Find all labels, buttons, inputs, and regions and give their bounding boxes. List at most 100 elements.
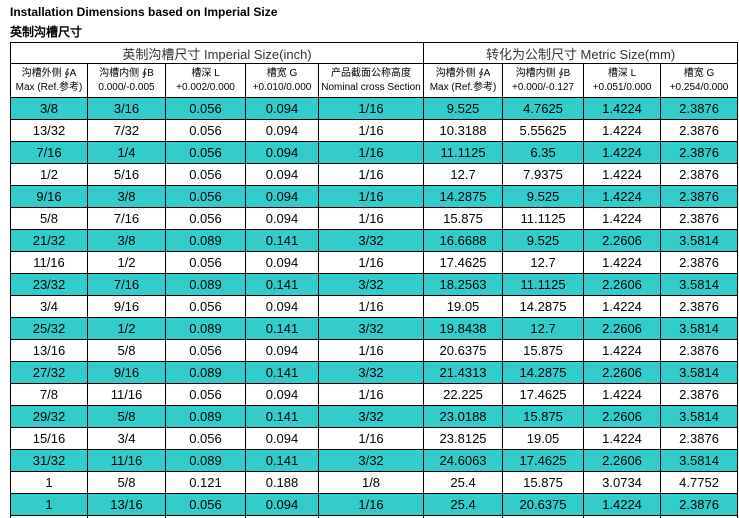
column-header-line: 槽深 L xyxy=(607,67,637,79)
table-cell: 1/16 xyxy=(317,383,425,406)
table-cell: 0.094 xyxy=(245,163,319,186)
table-cell: 15.875 xyxy=(502,339,585,362)
table-cell: 3.5814 xyxy=(660,273,739,296)
table-cell: 3/32 xyxy=(317,361,425,384)
table-cell: 19.8438 xyxy=(423,317,504,340)
table-row: 23/32 7/16 0.089 0.141 3/32 18.2563 11.1125 2.2… xyxy=(10,273,739,296)
table-cell: 22.225 xyxy=(423,383,504,406)
table-cell: 1/16 xyxy=(317,493,425,516)
column-header-line: Nominal cross Section xyxy=(321,81,421,93)
table-cell: 0.089 xyxy=(165,449,246,472)
table-cell: 5.55625 xyxy=(502,119,585,142)
table-cell: 11/16 xyxy=(10,251,88,274)
column-header-line: +0.002/0.000 xyxy=(176,81,235,93)
table-cell: 0.094 xyxy=(245,185,319,208)
table-cell: 17.4625 xyxy=(502,449,585,472)
table-cell: 5/8 xyxy=(10,207,88,230)
table-cell: 17.4625 xyxy=(502,383,585,406)
table-cell: 0.056 xyxy=(165,493,246,516)
table-cell: 1/16 xyxy=(317,295,425,318)
column-header-line: 槽宽 G xyxy=(683,67,715,79)
table-cell: 15.875 xyxy=(502,405,585,428)
table-cell: 0.094 xyxy=(245,295,319,318)
table-cell: 11.1125 xyxy=(502,207,585,230)
table-cell: 0.141 xyxy=(245,229,319,252)
table-row: 9/16 3/8 0.056 0.094 1/16 14.2875 9.525 1.4224 2… xyxy=(10,185,739,208)
table-cell: 11.1125 xyxy=(502,273,585,296)
table-cell: 2.2606 xyxy=(583,317,662,340)
table-cell: 23/32 xyxy=(10,273,88,296)
title: Installation Dimensions based on Imperia… xyxy=(10,5,278,19)
table-row: 13/16 5/8 0.056 0.094 1/16 20.6375 15.875 1.422… xyxy=(10,339,739,362)
table-cell: 3.5814 xyxy=(660,229,739,252)
table-cell: 12.7 xyxy=(502,251,585,274)
table-cell: 0.056 xyxy=(165,141,246,164)
table-cell: 0.056 xyxy=(165,427,246,450)
table-cell: 0.056 xyxy=(165,97,246,120)
table-row: 1 5/8 0.121 0.188 1/8 25.4 15.875 3.0734 4.7752 xyxy=(10,471,739,494)
table-cell: 1/2 xyxy=(10,163,88,186)
table-cell: 2.3876 xyxy=(660,163,739,186)
subtitle: 英制沟槽尺寸 xyxy=(10,25,83,39)
table-cell: 2.2606 xyxy=(583,405,662,428)
column-header-line: +0.051/0.000 xyxy=(592,81,652,93)
table-cell: 2.3876 xyxy=(660,383,739,406)
table-cell: 23.8125 xyxy=(423,427,504,450)
table-cell: 1/16 xyxy=(317,141,425,164)
table-cell: 3/4 xyxy=(10,295,88,318)
table-cell: 19.05 xyxy=(423,295,504,318)
table-cell: 29/32 xyxy=(10,405,88,428)
table-row: 29/32 5/8 0.089 0.141 3/32 23.0188 15.875 2.260… xyxy=(10,405,739,428)
table-cell: 0.094 xyxy=(245,493,319,516)
table-cell: 1/16 xyxy=(317,427,425,450)
column-header-line: +0.254/0.000 xyxy=(669,81,729,93)
column-header: 产品截面公称高度 Nominal cross Section xyxy=(317,63,425,98)
table-cell: 2.3876 xyxy=(660,185,739,208)
table-cell: 14.2875 xyxy=(502,295,585,318)
column-header: 沟槽内侧 ∮B +0.000/-0.127 xyxy=(502,63,585,98)
table-cell: 19.05 xyxy=(502,427,585,450)
table-cell: 1/16 xyxy=(317,207,425,230)
column-header-line: 产品截面公称高度 xyxy=(331,67,412,79)
table-cell: 0.121 xyxy=(165,471,246,494)
group-header-row: 英制沟槽尺寸 Imperial Size(inch) 转化为公制尺寸 Metri… xyxy=(9,42,739,64)
table-cell: 3/32 xyxy=(317,449,425,472)
table-row: 3/8 3/16 0.056 0.094 1/16 9.525 4.7625 1.4224 2.… xyxy=(10,97,739,120)
table-cell: 5/8 xyxy=(87,471,166,494)
table-cell: 1/16 xyxy=(317,163,425,186)
column-header-line: 沟槽内侧 ∮B xyxy=(515,67,571,79)
table-cell: 11/16 xyxy=(87,449,166,472)
table-cell: 10.3188 xyxy=(423,119,504,142)
table-head: 英制沟槽尺寸 Imperial Size(inch) 转化为公制尺寸 Metri… xyxy=(9,42,739,98)
column-header-line: 沟槽外侧 ∮A xyxy=(435,67,491,79)
table-row: 11/16 1/2 0.056 0.094 1/16 17.4625 12.7 1.4224 2… xyxy=(10,251,739,274)
table-cell: 0.056 xyxy=(165,251,246,274)
table-cell: 20.6375 xyxy=(423,339,504,362)
table-cell: 23.0188 xyxy=(423,405,504,428)
column-header-line: Max (Ref.参考) xyxy=(429,81,497,93)
table-row: 15/16 3/4 0.056 0.094 1/16 23.8125 19.05 1.4224… xyxy=(10,427,739,450)
table-cell: 1.4224 xyxy=(583,383,662,406)
table-cell: 13/16 xyxy=(10,339,88,362)
column-header-line: 沟槽外侧 ∮A xyxy=(21,67,77,79)
table-cell: 1/2 xyxy=(87,317,166,340)
table-cell: 12.7 xyxy=(502,317,585,340)
table-cell: 2.3876 xyxy=(660,339,739,362)
cut-off-row xyxy=(10,515,739,518)
table-cell: 13/16 xyxy=(87,493,166,516)
table-row: 25/32 1/2 0.089 0.141 3/32 19.8438 12.7 2.2606 3… xyxy=(10,317,739,340)
table-cell: 0.094 xyxy=(245,119,319,142)
table-cell: 6.35 xyxy=(502,141,585,164)
table-cell: 0.141 xyxy=(245,361,319,384)
table-cell: 2.3876 xyxy=(660,251,739,274)
table-cell: 1 xyxy=(10,493,88,516)
table-cell: 14.2875 xyxy=(423,185,504,208)
table-cell: 2.2606 xyxy=(583,361,662,384)
empty-cell xyxy=(317,515,425,518)
table-cell: 0.094 xyxy=(245,383,319,406)
table-cell: 7/16 xyxy=(87,207,166,230)
column-header: 槽宽 G +0.010/0.000 xyxy=(245,63,319,98)
table-cell: 2.3876 xyxy=(660,295,739,318)
table-cell: 27/32 xyxy=(10,361,88,384)
table-row: 5/8 7/16 0.056 0.094 1/16 15.875 11.1125 1.4224… xyxy=(10,207,739,230)
